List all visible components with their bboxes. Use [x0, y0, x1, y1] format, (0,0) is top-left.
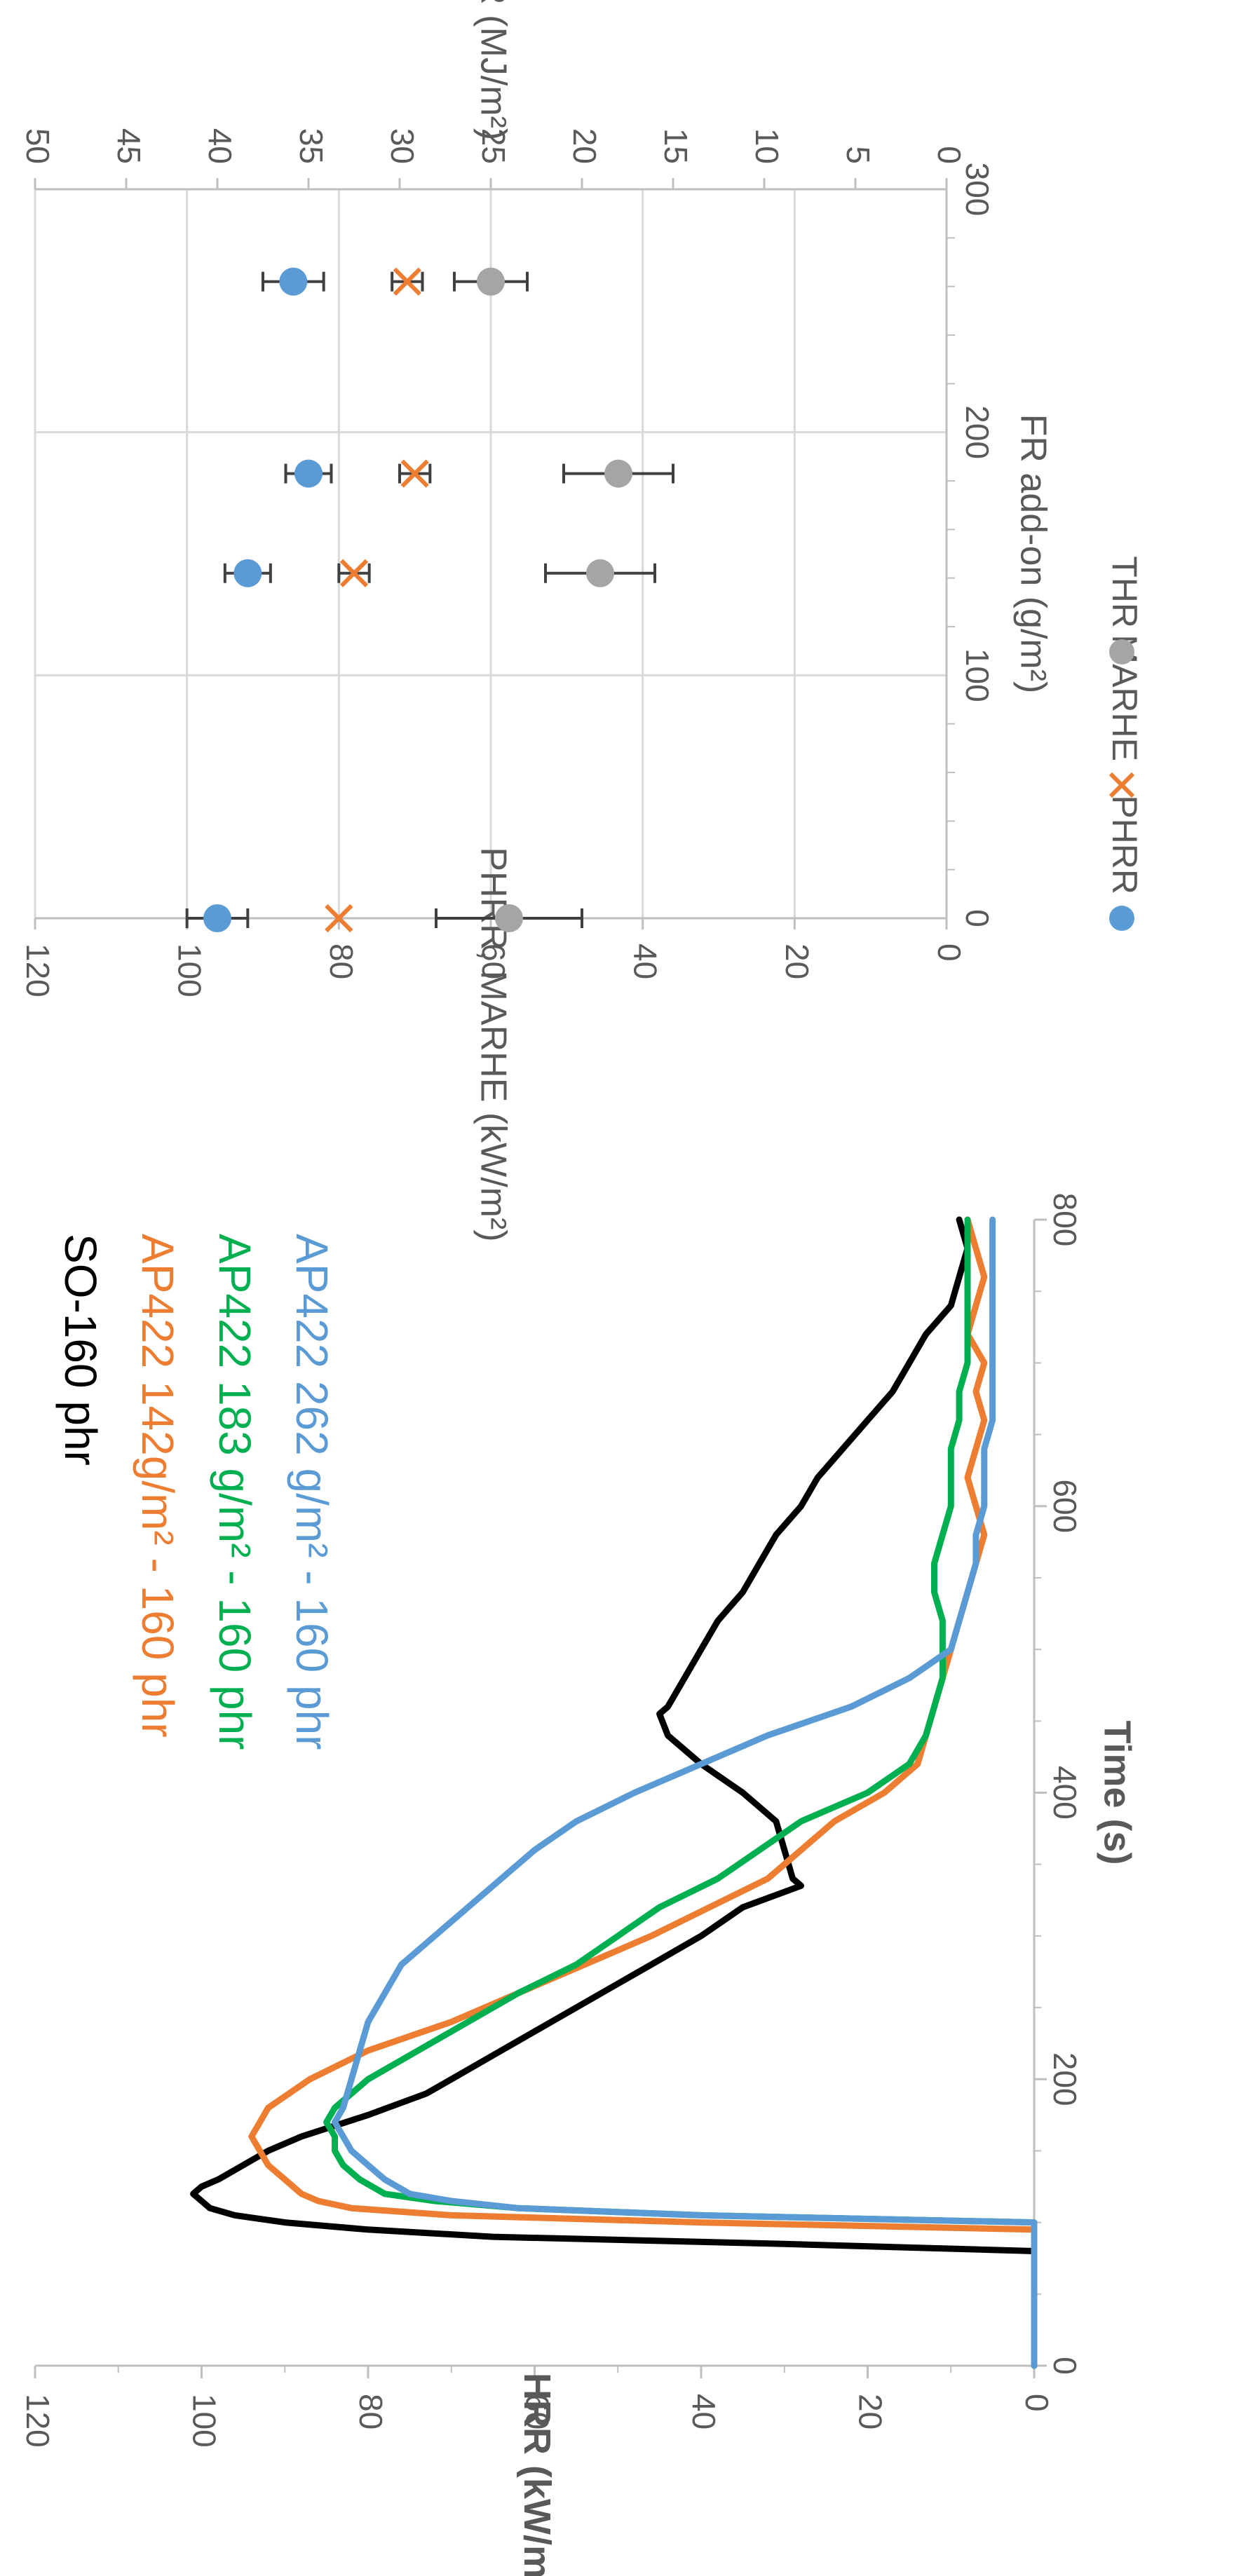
thr-tick-label: 35: [293, 128, 330, 164]
thr-axis-title: THR (MJ/m²): [473, 0, 513, 140]
legend-entry-3: AP422 262 g/m² - 160 phr: [287, 1234, 337, 1750]
hrr-tick-label: 0: [1019, 2394, 1055, 2412]
thr-tick-label: 30: [384, 128, 421, 164]
time-tick-label: 200: [1047, 2052, 1083, 2106]
hrr-time-chart: 0 20 40 60 80 100 120 0 200 400 600 800 Time (s) HRR …: [20, 1193, 1139, 2576]
legend-marker: [1109, 639, 1134, 665]
thr-marker: [586, 559, 614, 587]
thr-marker: [604, 459, 632, 488]
left-value-tick-label: 60: [475, 943, 512, 979]
legend-marker-stroke: [1108, 772, 1135, 798]
left-value-tick-label: 120: [20, 943, 56, 997]
thr-tick-label: 0: [931, 146, 968, 164]
marhe-marker-stroke: [400, 459, 429, 488]
thr-tick-label: 25: [475, 128, 512, 164]
left-value-tick-label: 20: [779, 943, 815, 979]
left-value-tick-label: 40: [628, 943, 664, 979]
hrr-tick-label: 20: [852, 2394, 888, 2430]
series-line-3: [332, 1216, 1038, 2369]
left-value-tick-label: 0: [931, 943, 968, 962]
series-line-2: [323, 1216, 1038, 2369]
thr-tick-label: 5: [840, 146, 876, 164]
thr-tick-label: 50: [20, 128, 56, 164]
hrr-tick-label: 80: [353, 2394, 389, 2430]
left-value-tick-label: 80: [323, 943, 360, 979]
fr-tick-label: 200: [959, 405, 996, 459]
marhe-marker-stroke: [393, 267, 421, 296]
marhe-marker-stroke: [325, 904, 353, 933]
thr-tick-label: 45: [111, 128, 147, 164]
hrr-tick-label: 40: [686, 2394, 722, 2430]
phrr-marker: [233, 559, 262, 587]
legend-entry-phrr: PHRR: [1105, 795, 1144, 894]
thr-tick-label: 15: [658, 128, 694, 164]
fr-tick-label: 300: [959, 163, 996, 217]
hrr-tick-label: 100: [186, 2394, 222, 2448]
phrr-marker: [203, 904, 231, 932]
marhe-marker-stroke: [339, 559, 369, 587]
fr-axis-title: FR add-on (g/m²): [1012, 414, 1053, 694]
peak-heat-release-chart: 0 20 40 60 80 100 120 0 5 10 15 20 25 30 35 40 45 50 0 100 2…: [20, 0, 1144, 1242]
legend-entry-thr: THR: [1105, 556, 1144, 628]
hrr-axis-title: HRR (kW/m²): [516, 2373, 558, 2576]
left-value-tick-label: 100: [172, 943, 208, 997]
thr-marker: [477, 267, 505, 296]
hrr-tick-label: 60: [519, 2394, 555, 2430]
time-tick-label: 400: [1047, 1766, 1083, 1820]
time-tick-label: 0: [1047, 2357, 1083, 2375]
thr-tick-label: 40: [202, 128, 238, 164]
legend-entry-2: AP422 183 g/m² - 160 phr: [210, 1234, 260, 1750]
thr-marker: [495, 904, 523, 932]
phrr-marker: [279, 267, 308, 296]
legend-entry-0: SO-160 phr: [55, 1234, 106, 1466]
legend-entry-1: AP422 142g/m² - 160 phr: [133, 1234, 183, 1738]
series-line-1: [248, 1216, 1038, 2369]
phrr-marker: [294, 459, 323, 488]
thr-tick-label: 20: [567, 128, 603, 164]
legend-marker: [1109, 906, 1134, 931]
thr-tick-label: 10: [749, 128, 785, 164]
series-line-0: [190, 1216, 1038, 2369]
hrr-tick-label: 120: [20, 2394, 56, 2448]
time-tick-label: 600: [1047, 1479, 1083, 1533]
fr-tick-label: 100: [959, 648, 996, 702]
fr-tick-label: 0: [959, 909, 996, 927]
time-tick-label: 800: [1047, 1193, 1083, 1247]
time-axis-title: Time (s): [1097, 1720, 1139, 1865]
